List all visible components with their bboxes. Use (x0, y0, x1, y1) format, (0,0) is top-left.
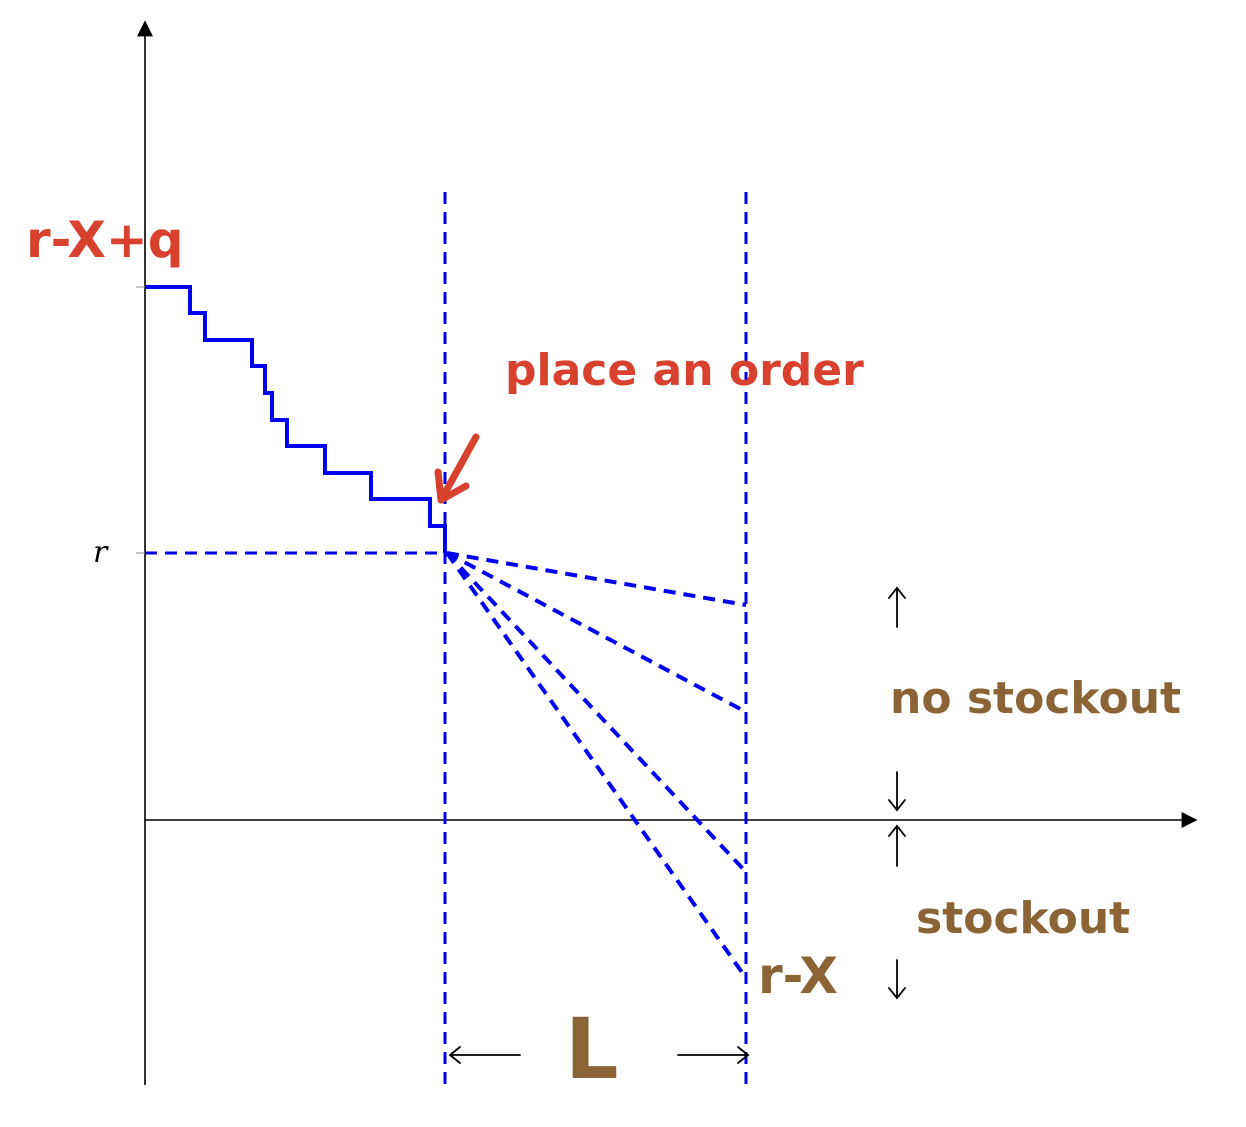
red-hand-drawn-arrow-icon (434, 433, 480, 504)
left-arrow-icon (448, 1046, 521, 1064)
place-order-label: place an order (505, 345, 864, 396)
inventory-staircase (145, 285, 447, 553)
no-stockout-label: no stockout (890, 673, 1181, 724)
right-arrow-icon (677, 1046, 750, 1064)
scenario-line-4 (445, 551, 748, 980)
up-arrow-icon (888, 586, 906, 628)
lead-time-label: L (565, 1000, 619, 1098)
down-arrow-icon (888, 771, 906, 812)
scenario-line-1 (446, 551, 747, 607)
top-level-label: r-X+q (26, 211, 184, 269)
r-tick-label: r (93, 535, 109, 570)
scenario-line-3 (445, 551, 748, 874)
r-minus-x-label: r-X (758, 947, 838, 1005)
scenario-line-2 (446, 551, 747, 714)
stockout-label: stockout (916, 893, 1130, 944)
down-arrow-icon (888, 959, 906, 1000)
up-arrow-icon (888, 824, 906, 867)
